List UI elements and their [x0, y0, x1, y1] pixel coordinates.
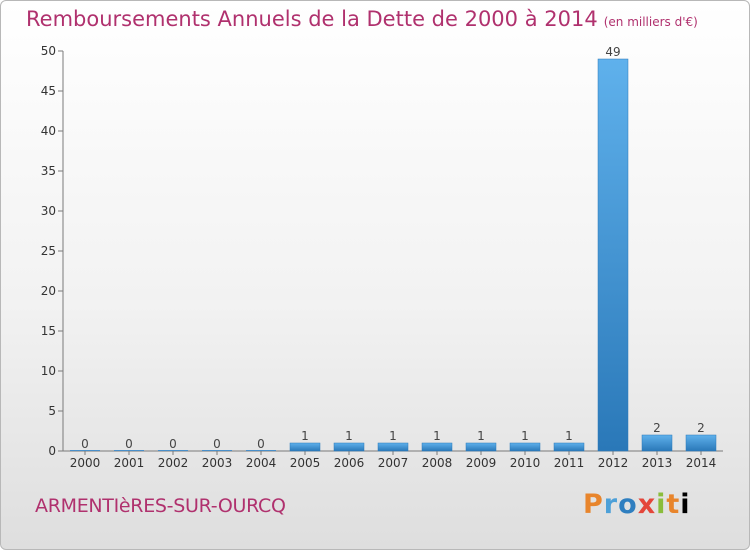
y-tick-label: 10 — [41, 364, 56, 378]
x-tick-label: 2013 — [642, 456, 673, 470]
y-tick-label: 30 — [41, 204, 56, 218]
bar — [158, 450, 188, 451]
bar — [114, 450, 144, 451]
y-tick-label: 15 — [41, 324, 56, 338]
y-tick-label: 35 — [41, 164, 56, 178]
bar — [465, 442, 497, 452]
y-tick-label: 0 — [48, 444, 56, 458]
y-tick-label: 5 — [48, 404, 56, 418]
bar — [246, 450, 276, 451]
data-label: 49 — [605, 45, 620, 59]
x-tick-label: 2002 — [158, 456, 189, 470]
bar — [509, 442, 541, 452]
y-tick-label: 40 — [41, 124, 56, 138]
x-tick-label: 2010 — [510, 456, 541, 470]
bar — [597, 58, 629, 452]
bar — [553, 442, 585, 452]
data-label: 0 — [169, 437, 177, 451]
data-label: 0 — [257, 437, 265, 451]
data-label: 1 — [345, 429, 353, 443]
bar — [333, 442, 365, 452]
data-label: 1 — [477, 429, 485, 443]
bar — [377, 442, 409, 452]
bar — [202, 450, 232, 451]
y-tick-label: 20 — [41, 284, 56, 298]
data-labels: 0 0 0 0 0 1 1 1 1 1 1 1 49 2 2 — [81, 45, 705, 451]
x-tick-label: 2009 — [466, 456, 497, 470]
bar — [685, 434, 717, 452]
data-label: 0 — [81, 437, 89, 451]
data-label: 1 — [565, 429, 573, 443]
x-tick-label: 2004 — [246, 456, 277, 470]
x-tick-label: 2001 — [114, 456, 145, 470]
x-tick-label: 2005 — [290, 456, 321, 470]
data-label: 1 — [521, 429, 529, 443]
bar — [289, 442, 321, 452]
data-label: 1 — [301, 429, 309, 443]
data-label: 1 — [433, 429, 441, 443]
data-label: 1 — [389, 429, 397, 443]
x-tick-label: 2003 — [202, 456, 233, 470]
x-tick-label: 2000 — [70, 456, 101, 470]
bars — [70, 58, 717, 452]
bar — [421, 442, 453, 452]
data-label: 0 — [213, 437, 221, 451]
x-tick-label: 2011 — [554, 456, 585, 470]
commune-name: ARMENTIèRES-SUR-OURCQ — [35, 495, 286, 517]
data-label: 0 — [125, 437, 133, 451]
data-label: 2 — [697, 421, 705, 435]
x-tick-label: 2006 — [334, 456, 365, 470]
chart-title: Remboursements Annuels de la Dette de 20… — [26, 7, 698, 31]
proxiti-logo: Proxiti — [583, 489, 691, 520]
x-tick-label: 2014 — [686, 456, 717, 470]
x-tick-label: 2007 — [378, 456, 409, 470]
x-tick-label: 2008 — [422, 456, 453, 470]
x-tick-label: 2012 — [598, 456, 629, 470]
chart-subtitle: (en milliers d'€) — [603, 15, 698, 29]
bar — [70, 450, 100, 451]
y-tick-label: 50 — [41, 44, 56, 58]
bar — [641, 434, 673, 452]
title-text: Remboursements Annuels de la Dette de 20… — [26, 7, 598, 31]
data-label: 2 — [653, 421, 661, 435]
y-tick-label: 25 — [41, 244, 56, 258]
y-tick-label: 45 — [41, 84, 56, 98]
